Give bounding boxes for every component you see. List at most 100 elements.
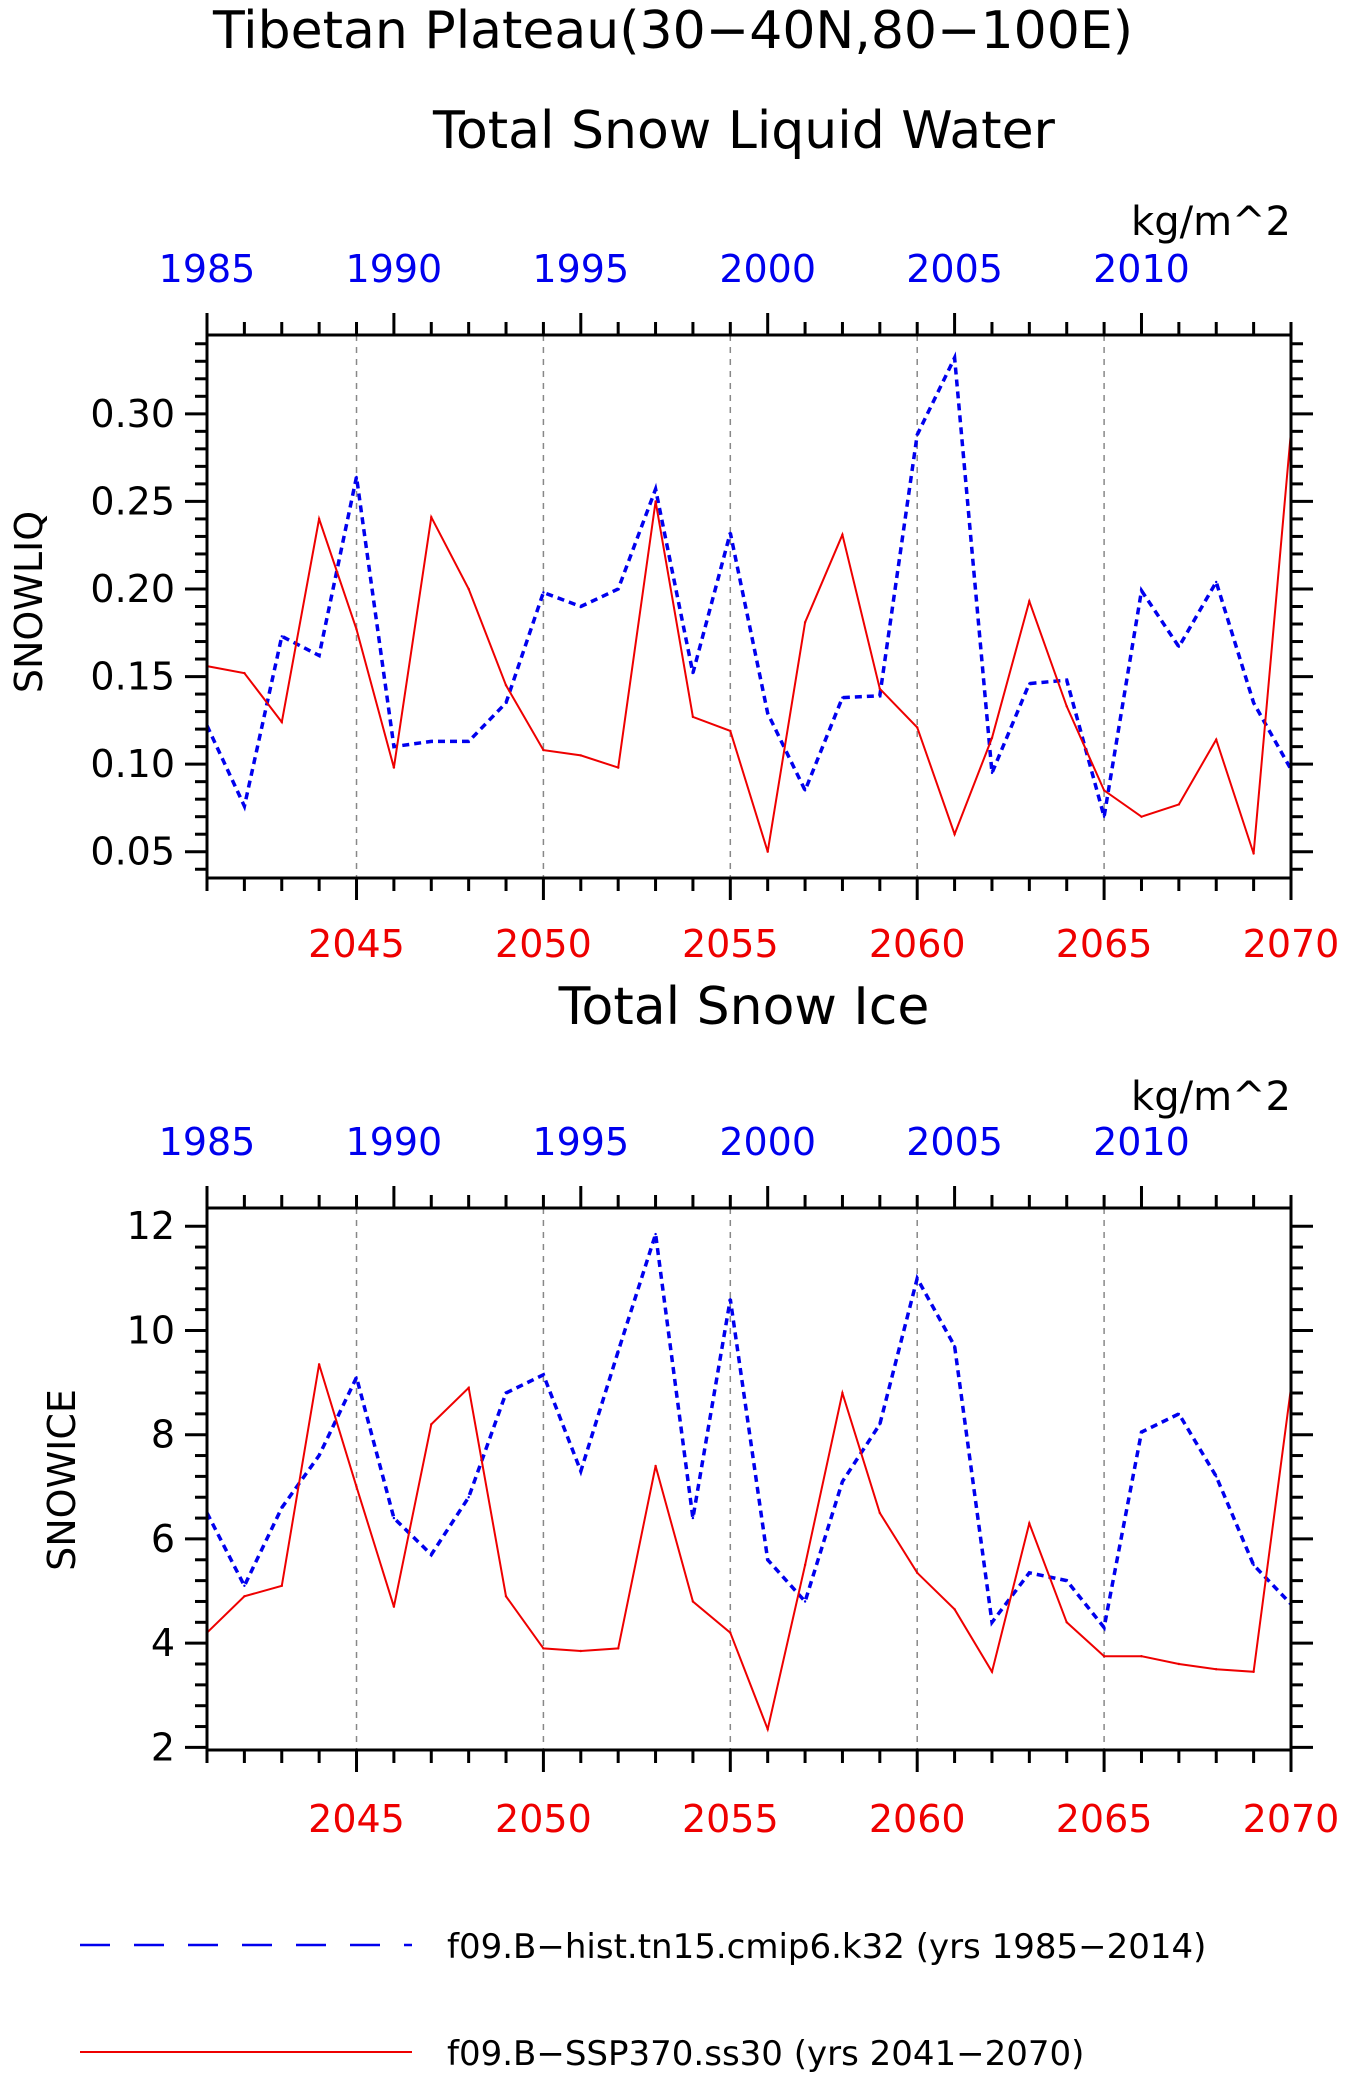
- ssp-point: [878, 687, 881, 690]
- hist-point: [1177, 1412, 1181, 1416]
- ssp-point: [430, 1423, 433, 1426]
- y-tick-label: 0.15: [90, 655, 175, 699]
- ssp-point: [579, 1649, 582, 1653]
- x-top-tick-label: 1995: [532, 247, 629, 291]
- ssp-point: [1102, 789, 1106, 792]
- ssp-point: [990, 1670, 994, 1674]
- ssp-point: [617, 1647, 620, 1650]
- ssp-point: [355, 628, 358, 631]
- x-bottom-tick-label: 2055: [682, 922, 779, 966]
- ssp-point: [654, 1464, 657, 1468]
- ssp-point: [1140, 815, 1143, 818]
- units-label: kg/m^2: [1131, 199, 1291, 245]
- hist-point: [280, 635, 283, 638]
- y-tick-label: 0.10: [90, 742, 175, 786]
- y-tick-label: 0.30: [90, 392, 175, 436]
- x-top-tick-label: 2000: [719, 247, 816, 291]
- hist-point: [691, 671, 695, 675]
- hist-point: [729, 1298, 732, 1301]
- hist-point: [392, 745, 396, 748]
- x-top-tick-label: 2000: [719, 1120, 816, 1164]
- y-tick-label: 4: [151, 1621, 175, 1665]
- units-label: kg/m^2: [1131, 1074, 1291, 1120]
- legend-hist-label: f09.B−hist.tn15.cmip6.k32 (yrs 1985−2014…: [447, 1927, 1206, 1967]
- ssp-point: [467, 1386, 470, 1390]
- hist-point: [1102, 815, 1106, 818]
- ssp-point: [542, 1647, 545, 1650]
- ssp-point: [280, 720, 283, 724]
- hist-point: [1215, 1475, 1218, 1478]
- ssp-point: [467, 587, 470, 591]
- ssp-point: [1102, 1655, 1106, 1658]
- hist-point: [1065, 678, 1068, 682]
- ssp-point: [841, 533, 844, 536]
- hist-point: [1215, 580, 1218, 584]
- x-bottom-tick-label: 2070: [1243, 1797, 1340, 1841]
- ssp-point: [1140, 1655, 1143, 1658]
- ssp-point: [1065, 705, 1068, 708]
- x-top-tick-label: 2010: [1093, 247, 1190, 291]
- x-top-tick-label: 2005: [906, 247, 1003, 291]
- legend: f09.B−hist.tn15.cmip6.k32 (yrs 1985−2014…: [80, 1927, 1206, 2074]
- x-top-tick-label: 1985: [159, 1120, 256, 1164]
- series-hist-line: [205, 1233, 1293, 1632]
- hist-point: [916, 1277, 919, 1280]
- series-ssp-line: [206, 431, 1292, 854]
- ssp-point: [317, 517, 321, 521]
- y-tick-label: 10: [127, 1308, 175, 1352]
- chart-title: Total Snow Liquid Water: [432, 101, 1056, 161]
- x-bottom-tick-label: 2055: [682, 1797, 779, 1841]
- hist-point: [617, 1350, 620, 1353]
- hist-point: [878, 1423, 881, 1426]
- ssp-point: [579, 754, 582, 757]
- x-bottom-tick-label: 2070: [1243, 922, 1340, 966]
- hist-point: [1028, 682, 1031, 685]
- plot-frame: [205, 1206, 1293, 1752]
- ssp-point: [803, 621, 807, 624]
- plot-frame: [205, 333, 1293, 880]
- hist-point: [542, 1373, 545, 1377]
- hist-point: [990, 771, 994, 775]
- hist-point: [766, 712, 769, 715]
- ssp-point: [878, 1511, 881, 1515]
- ssp-point: [392, 1605, 396, 1608]
- x-top-tick-label: 1995: [532, 1120, 629, 1164]
- hist-point: [579, 605, 582, 608]
- hist-point: [878, 694, 881, 697]
- x-bottom-tick-label: 2050: [495, 1797, 592, 1841]
- ssp-point: [1252, 852, 1255, 855]
- y-axis-label: SNOWLIQ: [7, 511, 51, 693]
- hist-point: [317, 654, 321, 657]
- y-tick-label: 6: [151, 1517, 175, 1561]
- ssp-point: [916, 726, 919, 729]
- hist-point: [841, 1480, 844, 1483]
- ssp-point: [916, 1571, 919, 1575]
- hist-point: [654, 1232, 657, 1236]
- x-top-tick-label: 2010: [1093, 1120, 1190, 1164]
- x-top-tick-label: 2005: [906, 1120, 1003, 1164]
- hist-point: [467, 740, 470, 743]
- ssp-point: [1065, 1621, 1068, 1624]
- hist-point: [504, 1391, 508, 1395]
- hist-point: [579, 1470, 582, 1473]
- x-bottom-tick-label: 2065: [1056, 922, 1153, 966]
- ssp-point: [766, 850, 769, 853]
- ssp-point: [504, 1595, 508, 1598]
- ssp-point: [1215, 738, 1218, 741]
- hist-point: [392, 1516, 396, 1520]
- hist-point: [355, 475, 358, 479]
- hist-point: [317, 1454, 321, 1457]
- hist-point: [1252, 701, 1255, 704]
- ssp-point: [841, 1391, 844, 1395]
- hist-point: [1140, 1430, 1143, 1434]
- ssp-point: [617, 766, 620, 769]
- y-axis-label: SNOWICE: [40, 1389, 84, 1571]
- y-tick-label: 12: [127, 1204, 175, 1248]
- chart-title: Total Snow Ice: [558, 977, 930, 1037]
- ssp-point: [542, 748, 545, 752]
- ssp-point: [280, 1584, 283, 1588]
- ssp-point: [953, 833, 956, 836]
- plot-snowice: Total Snow Ice kg/m^2 SNOWICE 2045 2050 2055 2…: [40, 977, 1339, 1841]
- series-hist-line: [205, 351, 1293, 818]
